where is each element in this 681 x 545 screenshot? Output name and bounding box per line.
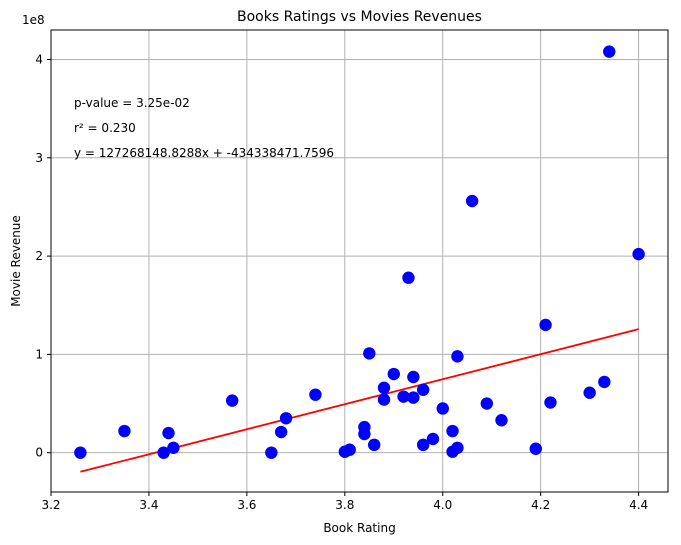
x-tick-label: 3.2 [41,498,60,512]
data-point [279,412,293,425]
data-point [451,441,464,454]
annotation-text: y = 127268148.8288x + -434338471.7596 [74,146,334,160]
data-point [480,397,494,410]
data-point [167,441,180,454]
data-point [603,45,616,58]
data-point [309,388,322,401]
data-point [416,438,430,452]
x-tick-label: 4.4 [629,498,648,512]
data-point [162,426,175,440]
y-tick-label: 4 [35,52,43,66]
data-point [544,396,557,409]
data-point [157,446,170,459]
data-point [225,394,239,407]
plot-frame [50,29,669,493]
data-point [426,432,440,446]
data-point [367,438,381,452]
data-point [465,194,479,208]
data-point [529,442,542,455]
data-points [74,45,645,459]
data-point [377,381,391,395]
data-point [118,424,131,438]
x-tick-label: 3.8 [335,498,354,512]
data-point [377,393,391,406]
data-point [358,420,371,434]
data-point [274,425,288,439]
data-point [446,424,459,438]
data-point [407,370,420,384]
data-point [402,271,415,284]
data-point [583,386,596,399]
y-tick-label: 1 [35,347,43,361]
y-tick-label: 0 [35,446,43,460]
annotation-text: p-value = 3.25e-02 [74,96,190,110]
data-point [265,446,278,459]
grid [50,30,668,492]
x-tick-label: 4.0 [433,498,452,512]
x-tick-label: 3.4 [139,498,158,512]
data-point [495,414,508,427]
y-tick-label: 3 [35,151,43,165]
data-point [539,318,552,332]
y-axis-label: Movie Revenue [9,215,23,307]
data-point [416,383,430,396]
annotations: p-value = 3.25e-02 r² = 0.230 y = 12726814… [74,96,334,160]
data-point [451,350,464,363]
data-point [598,375,611,389]
data-point [407,391,420,404]
data-point [74,446,87,459]
annotation-text: r² = 0.230 [74,121,136,135]
data-point [436,402,449,415]
data-point [363,347,376,360]
chart-title: Books Ratings vs Movies Revenues [237,9,482,25]
x-tick-label: 4.2 [531,498,550,512]
x-axis-label: Book Rating [323,521,395,535]
data-point [387,367,400,381]
data-point [632,247,645,261]
data-point [343,443,356,456]
x-tick-label: 3.6 [237,498,256,512]
data-point [397,390,410,403]
y-axis-offset-label: 1e8 [22,13,45,27]
ticks: 3.2 3.4 3.6 3.8 4.0 4.2 4.4 0 1 2 3 4 [35,52,648,512]
y-tick-label: 2 [35,249,43,263]
